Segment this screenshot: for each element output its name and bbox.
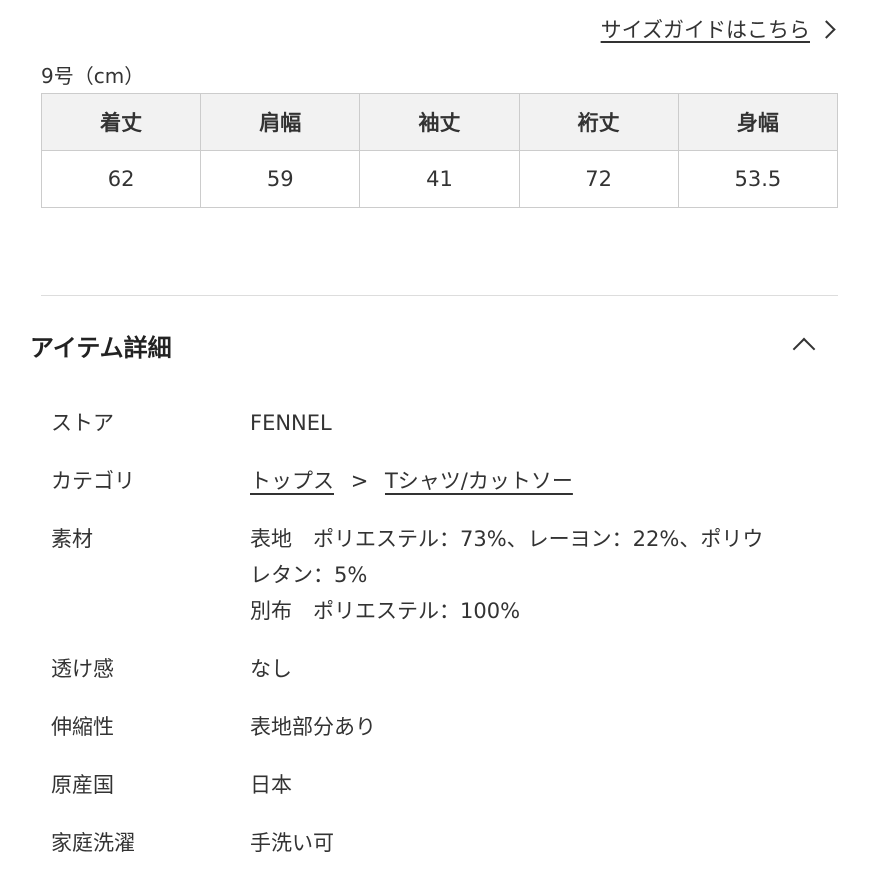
value-cell: 41 xyxy=(359,150,520,208)
material-line: 別布 ポリエステル：100% xyxy=(250,599,521,623)
detail-row-origin: 原産国 日本 xyxy=(51,767,841,803)
detail-row-material: 素材 表地 ポリエステル：73%、レーヨン：22%、ポリウ レタン：5% 別布 … xyxy=(51,521,841,629)
header-cell: 着丈 xyxy=(40,93,202,151)
divider xyxy=(41,295,838,296)
detail-label: 原産国 xyxy=(51,773,114,797)
size-guide-link-text[interactable]: サイズガイドはこちら xyxy=(600,18,810,42)
size-table-row: 62 59 41 72 53.5 xyxy=(40,150,839,208)
size-guide-link[interactable]: サイズガイドはこちら xyxy=(601,14,839,44)
detail-row-category: カテゴリ トップス > Tシャツ/カットソー xyxy=(51,463,841,499)
breadcrumb-separator: > xyxy=(350,469,369,493)
value-cell: 59 xyxy=(200,150,361,208)
detail-label: ストア xyxy=(51,411,114,435)
detail-row-transparency: 透け感 なし xyxy=(51,651,841,687)
header-cell: 裄丈 xyxy=(518,93,679,151)
size-label: 9号（cm） xyxy=(41,64,145,88)
material-line: 表地 ポリエステル：73%、レーヨン：22%、ポリウ xyxy=(250,527,764,551)
size-table: 着丈 肩幅 袖丈 裄丈 身幅 62 59 41 72 53.5 xyxy=(40,93,839,208)
value-cell: 53.5 xyxy=(677,150,839,208)
value-cell: 62 xyxy=(40,150,202,208)
detail-value: 日本 xyxy=(250,773,292,797)
category-link-tshirts[interactable]: Tシャツ/カットソー xyxy=(384,469,573,493)
detail-row-stretch: 伸縮性 表地部分あり xyxy=(51,709,841,745)
category-link-tops[interactable]: トップス xyxy=(250,469,334,493)
header-cell: 肩幅 xyxy=(200,93,361,151)
chevron-up-icon[interactable] xyxy=(792,337,816,361)
detail-label: 素材 xyxy=(51,527,93,551)
detail-label: 家庭洗濯 xyxy=(51,831,135,855)
detail-value: FENNEL xyxy=(250,411,332,435)
value-cell: 72 xyxy=(518,150,679,208)
size-table-header-row: 着丈 肩幅 袖丈 裄丈 身幅 xyxy=(40,93,839,151)
detail-value: 手洗い可 xyxy=(250,831,334,855)
detail-label: 伸縮性 xyxy=(51,715,114,739)
material-line: レタン：5% xyxy=(250,563,368,587)
header-cell: 袖丈 xyxy=(359,93,520,151)
detail-value: 表地部分あり xyxy=(250,715,376,739)
item-details-list: ストア FENNEL カテゴリ トップス > Tシャツ/カットソー 素材 表地 … xyxy=(51,405,841,883)
detail-row-store: ストア FENNEL xyxy=(51,405,841,441)
section-title: アイテム詳細 xyxy=(30,334,172,362)
detail-row-washing: 家庭洗濯 手洗い可 xyxy=(51,825,841,861)
header-cell: 身幅 xyxy=(677,93,839,151)
detail-label: 透け感 xyxy=(51,657,114,681)
chevron-right-icon xyxy=(817,19,836,39)
detail-label: カテゴリ xyxy=(51,469,135,493)
detail-value: なし xyxy=(250,657,292,681)
